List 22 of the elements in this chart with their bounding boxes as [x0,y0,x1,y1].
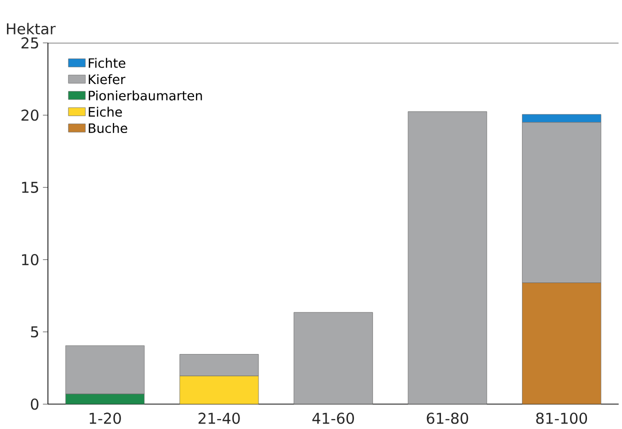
x-tick-label: 81-100 [536,412,588,424]
x-tick-label: 41-60 [312,412,354,424]
legend-label: Kiefer [88,74,126,84]
bar [294,312,373,404]
y-tick-label: 5 [31,326,38,338]
x-tick-label: 21-40 [198,412,240,424]
legend-label: Buche [88,123,128,134]
x-tick-label: 1-20 [90,412,121,424]
y-tick-label: 10 [22,254,38,266]
legend-label: Fichte [88,58,126,68]
y-tick-label: 25 [22,37,38,49]
x-tick-label: 61-80 [426,412,468,424]
bar [180,354,259,376]
legend-label: Pionierbaumarten [88,90,202,100]
bar [522,122,602,283]
y-tick-label: 0 [30,398,38,410]
y-tick-label: 20 [22,109,38,121]
y-axis-title: Hektar [6,22,56,34]
y-tick-label: 15 [22,182,38,193]
bar [65,345,145,394]
legend-label: Eiche [88,106,122,117]
bar [408,111,488,404]
